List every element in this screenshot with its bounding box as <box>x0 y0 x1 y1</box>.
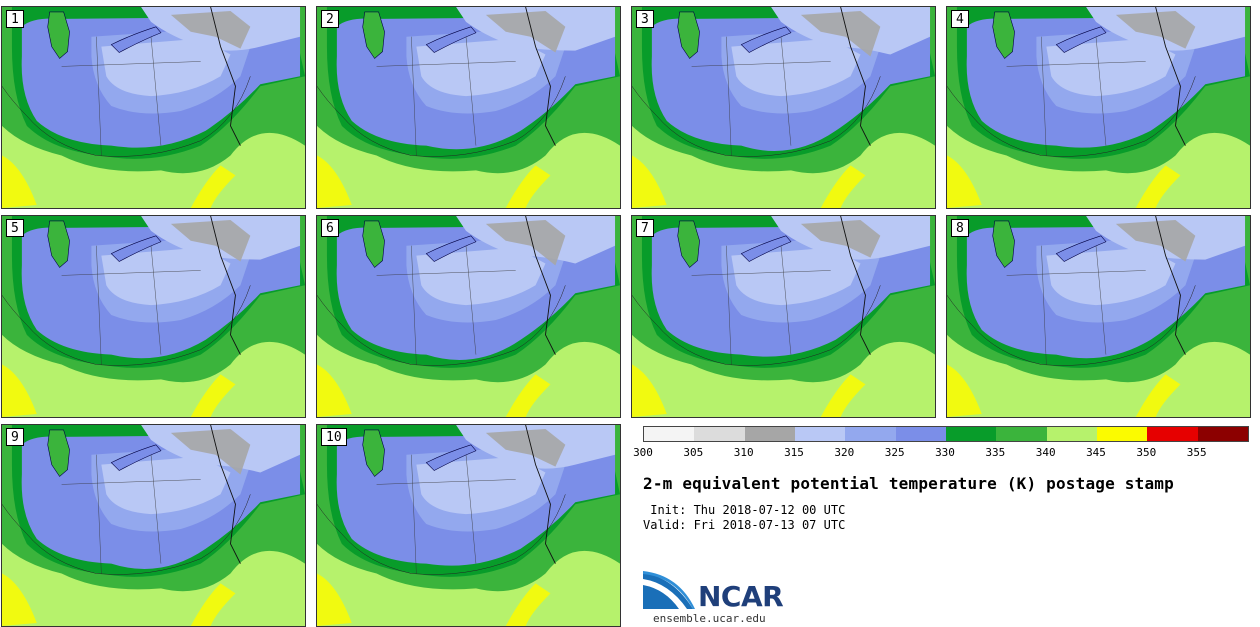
colorbar-tick-label: 315 <box>784 446 804 459</box>
colorbar-segment <box>794 427 846 441</box>
colorbar-tick-label: 320 <box>834 446 855 459</box>
colorbar-segment <box>895 427 946 441</box>
map-panel-1: 1 <box>1 6 306 209</box>
colorbar-segment <box>945 427 997 441</box>
panel-number: 5 <box>6 219 24 237</box>
colorbar-tick-label: 305 <box>683 446 704 459</box>
valid-time: Valid: Fri 2018-07-13 07 UTC <box>643 518 846 532</box>
ncar-logo-icon <box>643 571 695 609</box>
map-panel-2: 2 <box>316 6 621 209</box>
colorbar-tick-label: 340 <box>1035 446 1056 459</box>
colorbar-tick-label: 350 <box>1136 446 1157 459</box>
map-panel-10: 10 <box>316 424 621 627</box>
panel-number: 10 <box>321 428 347 446</box>
colorbar-segment <box>1147 427 1198 441</box>
map-panel-4: 4 <box>946 6 1251 209</box>
map-panel-8: 8 <box>946 215 1251 418</box>
colorbar-segment <box>694 427 745 441</box>
panel-number: 6 <box>321 219 339 237</box>
panel-number: 7 <box>636 219 654 237</box>
colorbar-segment <box>1096 427 1148 441</box>
panel-number: 2 <box>321 10 339 28</box>
panel-number: 4 <box>951 10 969 28</box>
map-panel-9: 9 <box>1 424 306 627</box>
panel-number: 3 <box>636 10 654 28</box>
colorbar-segment <box>1046 427 1097 441</box>
colorbar-tick-label: 335 <box>985 446 1006 459</box>
init-time: Init: Thu 2018-07-12 00 UTC <box>643 503 846 517</box>
panel-number: 8 <box>951 219 969 237</box>
colorbar-tick-label: 355 <box>1186 446 1207 459</box>
colorbar-segment <box>744 427 795 441</box>
map-panel-3: 3 <box>631 6 936 209</box>
colorbar-tick-label: 325 <box>884 446 905 459</box>
panel-number: 1 <box>6 10 24 28</box>
colorbar-segment <box>996 427 1047 441</box>
colorbar-tick-label: 330 <box>935 446 955 459</box>
colorbar-segment <box>1197 427 1248 441</box>
figure-title: 2-m equivalent potential temperature (K)… <box>643 474 1174 493</box>
map-panel-5: 5 <box>1 215 306 418</box>
colorbar-segment <box>644 427 695 441</box>
logo-url: ensemble.ucar.edu <box>653 612 766 625</box>
map-panel-7: 7 <box>631 215 936 418</box>
map-panel-6: 6 <box>316 215 621 418</box>
panel-number: 9 <box>6 428 24 446</box>
colorbar-tick-label: 345 <box>1086 446 1106 459</box>
colorbar-tick-label: 310 <box>733 446 754 459</box>
colorbar-segment <box>845 427 896 441</box>
ncar-logo-text: NCAR <box>698 580 784 613</box>
colorbar-tick-label: 300 <box>633 446 653 459</box>
colorbar <box>643 426 1249 442</box>
